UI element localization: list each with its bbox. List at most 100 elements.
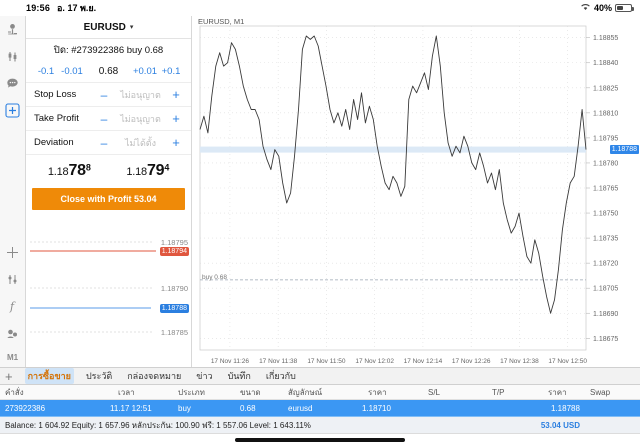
status-right-cluster: 40% (580, 3, 634, 13)
timeframe-label[interactable]: M1 (6, 352, 19, 362)
wifi-icon (580, 3, 591, 13)
total-profit: 53.04 USD (540, 420, 580, 430)
take-profit-plus[interactable]: + (172, 111, 180, 126)
svg-text:17 Nov 12:14: 17 Nov 12:14 (404, 358, 443, 365)
svg-text:1.18735: 1.18735 (593, 236, 618, 243)
volume-value[interactable]: 0.68 (98, 66, 119, 77)
svg-text:17 Nov 11:26: 17 Nov 11:26 (211, 358, 250, 365)
quotes-icon[interactable] (0, 16, 26, 43)
function-icon[interactable]: f (0, 293, 26, 320)
tab-trade[interactable]: การซื้อขาย (24, 368, 74, 384)
home-indicator (235, 438, 405, 442)
svg-text:1.18690: 1.18690 (593, 311, 618, 318)
symbol-selector[interactable]: EURUSD ▾ (26, 16, 191, 39)
th-swap: Swap (590, 388, 611, 397)
close-with-profit-button[interactable]: Close with Profit 53.04 (32, 188, 185, 210)
svg-text:1.18705: 1.18705 (593, 286, 618, 293)
th-price: ราคา (368, 388, 387, 397)
volume-plus-small[interactable]: +0.01 (132, 66, 158, 77)
mini-tick-chart: 1.18795 1.18790 1.18785 1.18794 1.18788 (26, 220, 191, 367)
take-profit-label: Take Profit (34, 113, 79, 124)
cell-price-cur: 1.18788 (551, 403, 580, 413)
add-tab-icon[interactable]: + (5, 368, 13, 384)
symbol-label: EURUSD (83, 21, 126, 33)
battery-icon (615, 4, 634, 12)
mini-bid-tag: 1.18788 (159, 304, 189, 313)
bid-price[interactable]: 1.18788 (47, 161, 91, 179)
th-order: คำสั่ง (5, 388, 24, 397)
th-time: เวลา (118, 388, 135, 397)
current-price-tag: 1.18788 (609, 145, 639, 155)
tab-history[interactable]: ประวัติ (85, 371, 113, 381)
svg-text:1.18750: 1.18750 (593, 211, 618, 218)
volume-plus-big[interactable]: +0.1 (161, 66, 181, 77)
home-indicator-area (0, 434, 640, 447)
stop-loss-value[interactable]: ไม่อนุญาต (120, 89, 161, 100)
deviation-minus[interactable]: – (100, 135, 108, 150)
left-toolbar: f M1 (0, 16, 26, 367)
tab-about[interactable]: เกี่ยวกับ (265, 371, 296, 381)
status-date: อ. 17 พ.ย. (57, 3, 97, 13)
battery-percent: 40% (593, 3, 612, 13)
svg-text:17 Nov 12:26: 17 Nov 12:26 (452, 358, 491, 365)
deviation-value[interactable]: ไม่ได้ตั้ง (124, 137, 157, 148)
mini-label-mid: 1.18790 (160, 284, 188, 293)
take-profit-minus[interactable]: – (100, 111, 108, 126)
svg-text:1.18810: 1.18810 (593, 110, 618, 117)
positions-table-header: คำสั่ง เวลา ประเภท ขนาด สัญลักษณ์ ราคา S… (0, 385, 640, 400)
price-chart[interactable]: EURUSD, M1 1.18855 1.18840 1.18825 1.18810 1… (192, 16, 640, 367)
bottom-tabs: + การซื้อขาย ประวัติ กล่องจดหมาย ข่าว บั… (0, 367, 640, 385)
tab-journal[interactable]: บันทึก (227, 371, 251, 381)
order-panel: EURUSD ▾ ปิด: #273922386 buy 0.68 -0.1 -… (26, 16, 192, 367)
svg-text:17 Nov 11:38: 17 Nov 11:38 (259, 358, 298, 365)
volume-minus-small[interactable]: -0.01 (61, 66, 83, 77)
cell-time: 11.17 12:51 (110, 403, 152, 413)
new-order-icon[interactable] (0, 97, 26, 124)
chart-title: EURUSD, M1 (198, 17, 245, 26)
mini-label-top: 1.18795 (160, 238, 188, 247)
crosshair-icon[interactable] (0, 239, 26, 266)
account-summary-bar: Balance: 1 604.92 Equity: 1 657.96 หลักป… (0, 417, 640, 434)
svg-text:1.18780: 1.18780 (593, 160, 618, 167)
th-tp: T/P (492, 388, 505, 397)
th-symbol: สัญลักษณ์ (288, 388, 323, 397)
stop-loss-row[interactable]: Stop Loss – ไม่อนุญาต + (26, 83, 191, 107)
svg-text:1.18765: 1.18765 (593, 186, 618, 193)
tab-news[interactable]: ข่าว (196, 371, 213, 381)
indicator-icon[interactable] (0, 266, 26, 293)
svg-text:1.18840: 1.18840 (593, 60, 618, 67)
chart-icon[interactable] (0, 43, 26, 70)
table-row[interactable]: 273922386 11.17 12:51 buy 0.68 eurusd 1.… (0, 400, 640, 417)
th-size: ขนาด (240, 388, 261, 397)
take-profit-value[interactable]: ไม่อนุญาต (120, 113, 161, 124)
status-time: 19:56 (26, 3, 51, 13)
stop-loss-label: Stop Loss (34, 89, 77, 100)
mini-label-bottom: 1.18785 (160, 328, 188, 337)
deviation-plus[interactable]: + (172, 135, 180, 150)
stop-loss-minus[interactable]: – (100, 87, 108, 102)
cell-type: buy (178, 403, 191, 413)
chat-icon[interactable] (0, 70, 26, 97)
buy-line-label: buy 0.68 (202, 273, 227, 281)
settings-icon[interactable] (0, 320, 26, 347)
take-profit-row[interactable]: Take Profit – ไม่อนุญาต + (26, 107, 191, 131)
svg-text:1.18675: 1.18675 (593, 336, 618, 343)
svg-text:17 Nov 11:50: 17 Nov 11:50 (307, 358, 346, 365)
mini-ask-tag: 1.18794 (159, 247, 189, 256)
deviation-row[interactable]: Deviation – ไม่ได้ตั้ง + (26, 131, 191, 155)
account-summary: Balance: 1 604.92 Equity: 1 657.96 หลักป… (5, 420, 311, 430)
ios-status-bar: 19:56 อ. 17 พ.ย. 40% (0, 0, 640, 16)
quote-row: 1.18788 1.18794 (26, 155, 191, 186)
svg-text:f: f (9, 300, 16, 313)
ask-price[interactable]: 1.18794 (126, 161, 170, 179)
volume-minus-big[interactable]: -0.1 (37, 66, 55, 77)
svg-text:17 Nov 12:02: 17 Nov 12:02 (355, 358, 394, 365)
cell-symbol: eurusd (288, 403, 313, 413)
volume-stepper[interactable]: -0.1 -0.01 0.68 +0.01 +0.1 (26, 61, 191, 83)
position-line: ปิด: #273922386 buy 0.68 (53, 44, 164, 56)
stop-loss-plus[interactable]: + (172, 87, 180, 102)
tab-mailbox[interactable]: กล่องจดหมาย (127, 371, 182, 381)
cell-price-open: 1.18710 (362, 403, 391, 413)
cell-size: 0.68 (240, 403, 256, 413)
